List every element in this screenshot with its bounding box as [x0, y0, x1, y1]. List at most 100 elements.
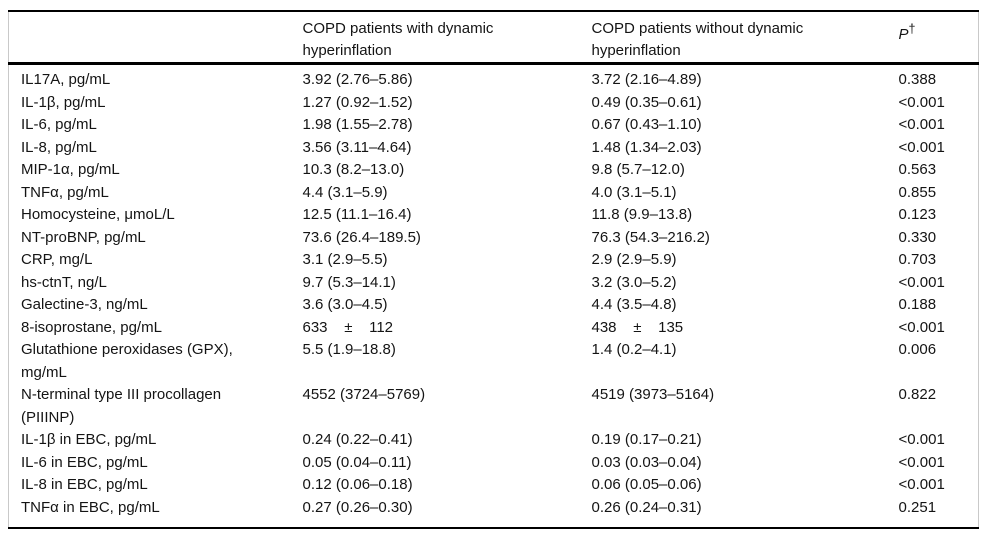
- value-with-dh: 633 ± 112: [302, 318, 394, 336]
- row-label: TNFα in EBC, pg/mL: [21, 498, 160, 516]
- row-label: Glutathione peroxidases (GPX), mg/mL: [21, 341, 237, 381]
- row-label: IL-8, pg/mL: [21, 138, 97, 156]
- row-label: NT-proBNP, pg/mL: [21, 228, 146, 246]
- value-without-dh: 4519 (3973–5164): [591, 386, 715, 403]
- value-without-dh: 0.06 (0.05–0.06): [591, 476, 702, 493]
- row-label: IL-8 in EBC, pg/mL: [21, 476, 148, 493]
- value-with-dh: 9.7 (5.3–14.1): [302, 273, 396, 291]
- table-row: IL17A, pg/mL 3.92 (2.76–5.86) 3.72 (2.16…: [9, 64, 979, 92]
- row-label: CRP, mg/L: [21, 251, 93, 268]
- row-label: hs-ctnT, ng/L: [21, 273, 107, 291]
- p-value: <0.001: [898, 93, 945, 111]
- value-with-dh: 5.5 (1.9–18.8): [302, 341, 396, 358]
- p-value: <0.001: [898, 273, 945, 291]
- value-with-dh: 3.1 (2.9–5.5): [302, 251, 388, 268]
- row-label: IL-6, pg/mL: [21, 116, 97, 133]
- table-row: Glutathione peroxidases (GPX), mg/mL 5.5…: [9, 339, 979, 384]
- value-with-dh: 10.3 (8.2–13.0): [302, 161, 405, 178]
- col-header-biomarker: [8, 11, 303, 65]
- p-value: 0.123: [898, 206, 937, 223]
- p-value: 0.006: [898, 341, 937, 358]
- value-without-dh: 76.3 (54.3–216.2): [591, 228, 710, 246]
- value-with-dh: 1.27 (0.92–1.52): [302, 93, 413, 111]
- p-value: 0.388: [898, 71, 937, 88]
- p-value: 0.330: [898, 228, 937, 246]
- p-value: <0.001: [898, 453, 945, 471]
- table-row: NT-proBNP, pg/mL 73.6 (26.4–189.5) 76.3 …: [9, 227, 979, 250]
- row-label: Homocysteine, μmoL/L: [21, 206, 175, 223]
- table-row: IL-6, pg/mL 1.98 (1.55–2.78) 0.67 (0.43–…: [9, 114, 979, 137]
- p-value: <0.001: [898, 431, 945, 448]
- row-label: IL-6 in EBC, pg/mL: [21, 453, 148, 471]
- value-with-dh: 1.98 (1.55–2.78): [302, 116, 413, 133]
- row-label: MIP-1α, pg/mL: [21, 161, 120, 178]
- row-label: IL-1β in EBC, pg/mL: [21, 431, 157, 448]
- row-label: 8-isoprostane, pg/mL: [21, 318, 162, 336]
- value-with-dh: 3.92 (2.76–5.86): [302, 71, 413, 88]
- table-row: N-terminal type III procollagen (PIIINP)…: [9, 384, 979, 429]
- biomarker-table-container: COPD patients with dynamic hyperinflatio…: [8, 10, 979, 529]
- value-with-dh: 4.4 (3.1–5.9): [302, 183, 388, 201]
- value-without-dh: 0.03 (0.03–0.04): [591, 453, 702, 471]
- value-with-dh: 3.6 (3.0–4.5): [302, 296, 388, 313]
- row-label: N-terminal type III procollagen (PIIINP): [21, 386, 226, 426]
- value-with-dh: 73.6 (26.4–189.5): [302, 228, 421, 246]
- row-label: IL17A, pg/mL: [21, 71, 111, 88]
- value-without-dh: 0.49 (0.35–0.61): [591, 93, 702, 111]
- value-without-dh: 0.19 (0.17–0.21): [591, 431, 702, 448]
- p-value: 0.703: [898, 251, 937, 268]
- value-with-dh: 0.24 (0.22–0.41): [302, 431, 413, 448]
- table-row: CRP, mg/L 3.1 (2.9–5.5) 2.9 (2.9–5.9) 0.…: [9, 249, 979, 272]
- col-header-without-dh: COPD patients without dynamic hyperinfla…: [591, 11, 899, 65]
- value-without-dh: 2.9 (2.9–5.9): [591, 251, 677, 268]
- p-value: 0.251: [898, 498, 937, 516]
- dagger-superscript: †: [908, 22, 916, 36]
- value-without-dh: 4.4 (3.5–4.8): [591, 296, 677, 313]
- table-row: TNFα, pg/mL 4.4 (3.1–5.9) 4.0 (3.1–5.1) …: [9, 182, 979, 205]
- table-row: Galectine-3, ng/mL 3.6 (3.0–4.5) 4.4 (3.…: [9, 294, 979, 317]
- table-row: TNFα in EBC, pg/mL 0.27 (0.26–0.30) 0.26…: [9, 497, 979, 529]
- col-header-with-dh: COPD patients with dynamic hyperinflatio…: [302, 11, 592, 65]
- row-label: IL-1β, pg/mL: [21, 93, 106, 111]
- value-without-dh: 11.8 (9.9–13.8): [591, 206, 693, 223]
- value-without-dh: 9.8 (5.7–12.0): [591, 161, 685, 178]
- p-value: <0.001: [898, 318, 945, 336]
- value-with-dh: 0.12 (0.06–0.18): [302, 476, 413, 493]
- p-value: 0.188: [898, 296, 937, 313]
- value-without-dh: 1.48 (1.34–2.03): [591, 138, 702, 156]
- table-row: IL-6 in EBC, pg/mL 0.05 (0.04–0.11) 0.03…: [9, 452, 979, 475]
- row-label: Galectine-3, ng/mL: [21, 296, 148, 313]
- value-with-dh: 12.5 (11.1–16.4): [302, 206, 412, 223]
- col-header-p-value: P†: [898, 11, 979, 65]
- value-with-dh: 0.27 (0.26–0.30): [302, 498, 413, 516]
- value-with-dh: 4552 (3724–5769): [302, 386, 426, 403]
- value-without-dh: 4.0 (3.1–5.1): [591, 183, 677, 201]
- table-row: IL-1β, pg/mL 1.27 (0.92–1.52) 0.49 (0.35…: [9, 92, 979, 115]
- table-row: IL-1β in EBC, pg/mL 0.24 (0.22–0.41) 0.1…: [9, 429, 979, 452]
- table-row: IL-8 in EBC, pg/mL 0.12 (0.06–0.18) 0.06…: [9, 474, 979, 497]
- table-body: IL17A, pg/mL 3.92 (2.76–5.86) 3.72 (2.16…: [9, 64, 979, 529]
- table-row: 8-isoprostane, pg/mL 633 ± 112 438 ± 135…: [9, 317, 979, 340]
- p-value: 0.855: [898, 183, 937, 201]
- value-without-dh: 3.2 (3.0–5.2): [591, 273, 677, 291]
- table-header-row: COPD patients with dynamic hyperinflatio…: [8, 11, 979, 65]
- p-value: <0.001: [898, 476, 945, 493]
- table-row: MIP-1α, pg/mL 10.3 (8.2–13.0) 9.8 (5.7–1…: [9, 159, 979, 182]
- p-label: P: [898, 26, 909, 43]
- row-label: TNFα, pg/mL: [21, 183, 109, 201]
- biomarker-comparison-table: COPD patients with dynamic hyperinflatio…: [8, 10, 979, 529]
- value-without-dh: 438 ± 135: [591, 318, 684, 336]
- value-without-dh: 3.72 (2.16–4.89): [591, 71, 702, 88]
- table-row: IL-8, pg/mL 3.56 (3.11–4.64) 1.48 (1.34–…: [9, 137, 979, 160]
- table-row: Homocysteine, μmoL/L 12.5 (11.1–16.4) 11…: [9, 204, 979, 227]
- p-value: <0.001: [898, 138, 945, 156]
- value-without-dh: 0.26 (0.24–0.31): [591, 498, 702, 516]
- p-value: 0.822: [898, 386, 937, 403]
- p-value: 0.563: [898, 161, 937, 178]
- table-row: hs-ctnT, ng/L 9.7 (5.3–14.1) 3.2 (3.0–5.…: [9, 272, 979, 295]
- value-without-dh: 0.67 (0.43–1.10): [591, 116, 702, 133]
- value-with-dh: 3.56 (3.11–4.64): [302, 138, 412, 156]
- value-with-dh: 0.05 (0.04–0.11): [302, 453, 412, 471]
- value-without-dh: 1.4 (0.2–4.1): [591, 341, 677, 358]
- p-value: <0.001: [898, 116, 945, 133]
